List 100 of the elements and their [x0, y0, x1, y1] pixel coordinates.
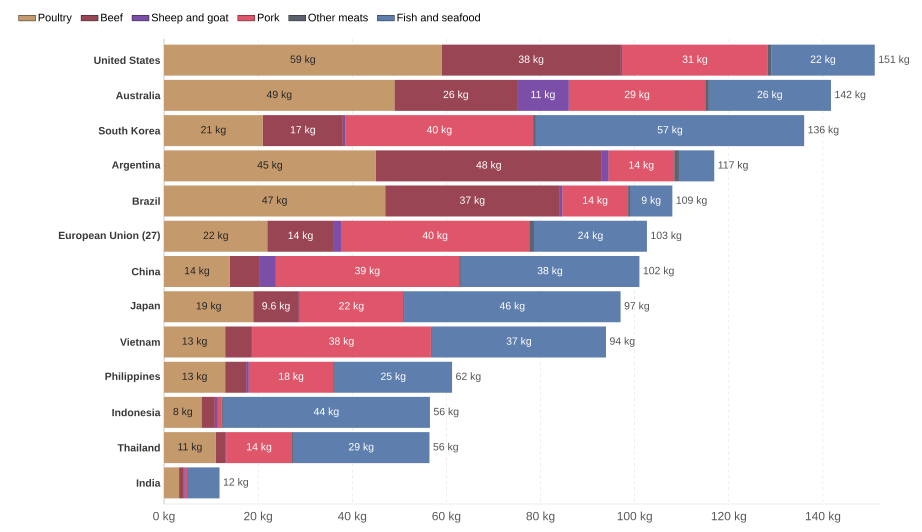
bar [164, 150, 376, 182]
legend-label: Other meats [308, 13, 368, 22]
data-label: 26 kg [758, 90, 782, 100]
bar [333, 220, 341, 252]
bar [164, 256, 230, 288]
data-label: 49 kg [266, 90, 292, 100]
bar [252, 326, 431, 358]
legend-label: Sheep and goat [152, 13, 228, 24]
data-label: 38 kg [518, 55, 544, 66]
bar [376, 150, 602, 182]
data-label: 40 kg [426, 126, 452, 136]
bar [230, 256, 260, 288]
total-label: 142 kg [835, 90, 866, 100]
y-tick-label: Argentina [112, 160, 161, 171]
x-tick-label: 60 kg [432, 512, 460, 523]
data-label: 29 kg [624, 90, 650, 100]
bar [164, 467, 180, 498]
data-label: 39 kg [354, 266, 380, 276]
total-label: 136 kg [808, 126, 838, 136]
bar [164, 362, 226, 393]
y-tick-label: Brazil [132, 197, 160, 205]
bar [226, 432, 292, 464]
y-tick-label: South Korea [98, 126, 161, 134]
data-label: 11 kg [178, 442, 202, 453]
bar [164, 44, 442, 76]
bar [385, 186, 560, 217]
bar [708, 80, 831, 111]
data-label: 9 kg [642, 196, 660, 206]
bar [768, 44, 772, 76]
total-label: 94 kg [610, 337, 634, 347]
legend-label: Beef [101, 13, 123, 22]
bar [225, 326, 252, 358]
bar [268, 220, 334, 252]
total-label: 56 kg [433, 442, 458, 453]
total-label: 62 kg [456, 372, 480, 382]
legend-label: Pork [258, 13, 280, 22]
data-label: 14 kg [247, 442, 272, 453]
data-label: 13 kg [182, 337, 207, 347]
x-tick-label: 80 kg [526, 512, 554, 523]
bar [253, 291, 299, 322]
data-label: 38 kg [538, 266, 562, 276]
x-tick-label: 120 kg [712, 512, 746, 523]
bar [674, 150, 679, 182]
bar [216, 432, 226, 464]
bar [622, 44, 768, 76]
data-label: 29 kg [348, 442, 374, 453]
data-label: 37 kg [506, 337, 532, 347]
data-label: 40 kg [422, 231, 448, 242]
bar [442, 44, 621, 76]
bar [568, 80, 706, 111]
data-label: 9.6 kg [262, 302, 290, 312]
data-label: 19 kg [196, 302, 221, 312]
y-tick-label: Indonesia [112, 408, 161, 416]
bar [334, 362, 452, 393]
bar [705, 80, 709, 111]
bar [259, 256, 276, 288]
bar [202, 396, 215, 428]
bar [184, 467, 188, 498]
bar [432, 326, 606, 358]
bar [164, 291, 254, 322]
bar [164, 220, 268, 252]
bar [188, 467, 220, 498]
data-label: 14 kg [184, 266, 210, 276]
bar [262, 115, 343, 146]
bar [292, 432, 430, 464]
bar [404, 291, 621, 322]
bar [529, 220, 534, 252]
total-label: 103 kg [651, 231, 682, 242]
bar [222, 396, 430, 428]
bar [225, 362, 246, 393]
y-tick-label: United States [94, 56, 160, 64]
y-tick-label: Philippines [105, 372, 160, 382]
data-label: 22 kg [339, 302, 364, 312]
bar [179, 467, 184, 498]
data-label: 44 kg [314, 408, 338, 418]
bar [394, 80, 518, 111]
bar [164, 396, 202, 428]
bar [276, 256, 460, 288]
total-label: 56 kg [434, 408, 458, 418]
data-label: 26 kg [444, 90, 468, 100]
bar [460, 256, 640, 288]
data-label: 18 kg [279, 372, 304, 382]
y-tick-label: Japan [130, 302, 160, 312]
bar [602, 150, 608, 182]
bar [164, 80, 395, 111]
bar [345, 115, 534, 146]
data-label: 24 kg [578, 231, 603, 242]
bar [534, 220, 647, 252]
data-label: 48 kg [476, 160, 501, 171]
total-label: 102 kg [644, 266, 674, 276]
x-tick-label: 100 kg [618, 512, 652, 523]
bar [630, 186, 672, 217]
bar [248, 362, 334, 393]
data-label: 45 kg [257, 160, 282, 171]
y-tick-label: China [132, 268, 161, 276]
total-label: 12 kg [224, 478, 248, 488]
legend-label: Poultry [38, 13, 72, 24]
data-label: 13 kg [182, 372, 207, 382]
data-label: 14 kg [583, 196, 608, 206]
bar [536, 115, 804, 146]
